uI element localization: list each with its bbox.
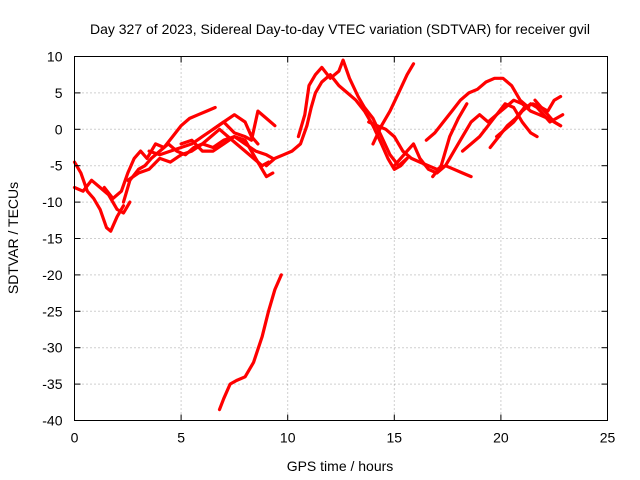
series-track-15 bbox=[424, 76, 531, 142]
y-tick-label: -30 bbox=[42, 340, 62, 356]
data-series bbox=[72, 58, 565, 412]
series-track-4 bbox=[121, 127, 271, 204]
series-track-5 bbox=[126, 135, 275, 182]
series-track-9 bbox=[217, 273, 283, 412]
series-track-14 bbox=[367, 120, 473, 179]
y-tick-label: -15 bbox=[42, 231, 62, 247]
axis-ticks: 0 5 10 15 20 25 -40 -35 -30 -25 -20 -15 -10 -5 0 5 10 bbox=[42, 49, 615, 446]
y-tick-label: 5 bbox=[55, 85, 63, 101]
x-tick-label: 0 bbox=[71, 430, 79, 446]
series-track-3 bbox=[102, 105, 217, 201]
series-track-8 bbox=[211, 109, 277, 142]
x-tick-label: 10 bbox=[280, 430, 296, 446]
series-track-2 bbox=[72, 178, 132, 215]
y-tick-label: -20 bbox=[42, 267, 62, 283]
x-axis-label: GPS time / hours bbox=[287, 458, 394, 474]
series-track-13 bbox=[371, 62, 416, 146]
y-tick-label: -40 bbox=[42, 413, 62, 429]
grid bbox=[74, 56, 608, 421]
y-tick-label: -25 bbox=[42, 303, 62, 319]
y-axis-label: SDTVAR / TECUs bbox=[5, 182, 21, 294]
series-track-1 bbox=[72, 160, 126, 233]
series-track-19 bbox=[495, 102, 565, 139]
y-tick-label: -5 bbox=[50, 158, 63, 174]
x-tick-label: 15 bbox=[387, 430, 403, 446]
series-track-12 bbox=[392, 102, 539, 175]
series-track-10 bbox=[264, 73, 409, 171]
y-tick-label: -35 bbox=[42, 376, 62, 392]
y-tick-label: -10 bbox=[42, 194, 62, 210]
y-tick-label: 10 bbox=[47, 49, 63, 65]
x-tick-label: 25 bbox=[600, 430, 616, 446]
series-track-16 bbox=[431, 102, 469, 179]
series-track-11 bbox=[296, 58, 409, 168]
series-track-7 bbox=[179, 135, 275, 179]
chart-title: Day 327 of 2023, Sidereal Day-to-day VTE… bbox=[90, 21, 590, 37]
series-track-20 bbox=[533, 94, 563, 113]
x-tick-label: 5 bbox=[177, 430, 185, 446]
y-tick-label: 0 bbox=[55, 121, 63, 137]
series-track-6 bbox=[147, 113, 260, 157]
x-tick-label: 20 bbox=[493, 430, 509, 446]
